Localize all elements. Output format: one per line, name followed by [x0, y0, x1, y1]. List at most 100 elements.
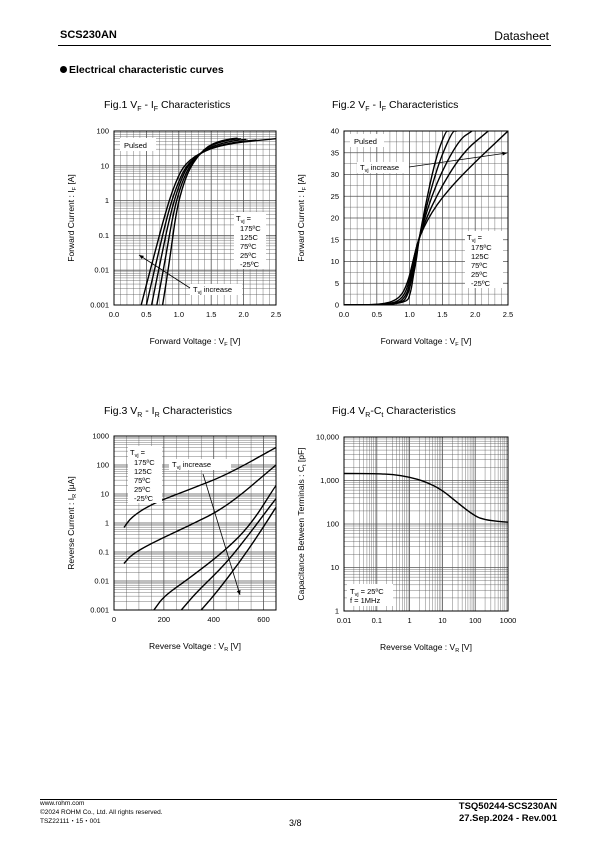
bullet-icon — [60, 66, 67, 73]
grid — [343, 437, 508, 612]
legend-item: -25ºC — [240, 260, 260, 269]
condition-freq: f = 1MHz — [350, 596, 380, 605]
x-tick-label: 0.1 — [372, 616, 382, 625]
legend-item: -25ºC — [471, 279, 491, 288]
y-tick-label: 10 — [331, 257, 339, 266]
arrow-line — [138, 254, 191, 289]
y-tick-label: 10,000 — [316, 433, 339, 442]
y-tick-label: 20 — [331, 214, 339, 223]
plot-frame — [113, 130, 277, 306]
legend-item: 125C — [240, 233, 259, 242]
y-tick-label: 40 — [331, 127, 339, 136]
legend-item: 75ºC — [471, 261, 488, 270]
y-tick-label: 1,000 — [320, 476, 339, 485]
legend-item: 75ºC — [134, 476, 151, 485]
series-line-1 — [344, 472, 508, 523]
y-axis-label: Reverse Current : IR [μA] — [66, 476, 78, 569]
y-axis-label: Forward Current : IF [A] — [66, 174, 78, 261]
product-name: SCS230AN — [60, 29, 117, 41]
y-tick-label: 100 — [326, 520, 339, 529]
page-number: 3/8 — [289, 818, 302, 828]
y-tick-label: 100 — [96, 127, 109, 136]
legend-box — [234, 212, 266, 269]
fig3-title: Fig.3 VR - IR Characteristics — [104, 405, 232, 420]
footer-copyright: ©2024 ROHM Co., Ltd. All rights reserved… — [40, 809, 163, 816]
series-line-4 — [180, 497, 276, 610]
y-tick-label: 5 — [335, 279, 339, 288]
series-line-5 — [161, 137, 238, 305]
footer-code: TSZ22111・15・001 — [40, 818, 101, 825]
footer-date-rev: 27.Sep.2024 - Rev.001 — [458, 813, 557, 824]
footer-rule — [40, 799, 557, 800]
y-tick-label: 1000 — [92, 432, 109, 441]
y-tick-label: 0.001 — [90, 301, 109, 310]
y-tick-label: 25 — [331, 192, 339, 201]
plot-frame — [343, 130, 509, 306]
footer-website[interactable]: www.rohm.com — [40, 800, 85, 807]
condition-temp: Tvj = 25ºC — [350, 587, 384, 598]
x-tick-label: 0.5 — [372, 310, 382, 319]
x-tick-label: 10 — [438, 616, 446, 625]
x-tick-label: 2.5 — [503, 310, 513, 319]
y-axis-label: Forward Current : IF [A] — [296, 174, 308, 261]
y-tick-label: 0.1 — [99, 548, 109, 557]
x-tick-label: 100 — [469, 616, 482, 625]
plot-frame — [113, 435, 277, 611]
tvj-increase-bg — [190, 284, 242, 295]
arrow-head — [502, 151, 507, 156]
section-title: Electrical characteristic curves — [60, 64, 224, 76]
legend-item: 25ºC — [471, 270, 488, 279]
doc-type: Datasheet — [494, 29, 549, 43]
x-tick-label: 2.5 — [271, 310, 281, 319]
chart-3: 0 200 400 600 0.001 0.01 0.1 1 10 100 1000 Tvj =175… — [90, 432, 277, 624]
x-tick-label: 0.0 — [339, 310, 349, 319]
series-line-4 — [156, 137, 242, 305]
y-tick-label: 1 — [335, 607, 339, 616]
y-tick-label: 10 — [101, 161, 109, 170]
x-tick-label: 0.0 — [109, 310, 119, 319]
series-line-2 — [123, 464, 276, 564]
arrow-line — [408, 152, 508, 168]
legend-item: 25ºC — [134, 485, 151, 494]
x-axis-label: Reverse Voltage : VR [V] — [380, 642, 472, 654]
condition-box — [347, 584, 393, 606]
tvj-increase-label: Tvj increase — [360, 163, 399, 174]
x-tick-label: 1000 — [500, 616, 517, 625]
series-line-2 — [145, 139, 258, 305]
y-tick-label: 0.01 — [94, 577, 109, 586]
series-line-3 — [153, 484, 276, 610]
footer-doc-info: TSQ50244-SCS230AN 27.Sep.2024 - Rev.001 — [459, 801, 557, 825]
tvj-increase-label: Tvj increase — [193, 285, 232, 296]
x-tick-label: 1.5 — [437, 310, 447, 319]
legend-item: 175ºC — [471, 243, 492, 252]
legend-item: 175ºC — [134, 458, 155, 467]
x-axis-label: Forward Voltage : VF [V] — [150, 336, 241, 348]
y-tick-label: 100 — [96, 461, 109, 470]
tvj-increase-bg — [169, 459, 231, 470]
legend-box — [128, 446, 162, 503]
pulsed-label: Pulsed — [124, 141, 147, 150]
pulsed-label-bg — [350, 134, 384, 147]
series-line-1 — [140, 138, 276, 305]
x-tick-label: 400 — [207, 615, 220, 624]
grid — [113, 131, 277, 306]
x-tick-label: 1.0 — [174, 310, 184, 319]
x-tick-label: 0.01 — [337, 616, 352, 625]
y-tick-label: 10 — [101, 490, 109, 499]
x-tick-label: 600 — [257, 615, 270, 624]
series-line-1 — [123, 446, 276, 528]
chart-4: 0.01 0.1 1 10 100 1000 1 10 100 1,000 10,000 Tvj = … — [316, 433, 516, 626]
x-axis-label: Forward Voltage : VF [V] — [381, 336, 472, 348]
arrow-head — [139, 255, 144, 260]
series-line-3 — [150, 138, 248, 305]
section-title-text: Electrical characteristic curves — [69, 64, 224, 76]
legend-item: 175ºC — [240, 224, 261, 233]
y-axis-label: Capacitance Between Terminals : Ct [pF] — [296, 447, 308, 600]
pulsed-label-bg — [120, 138, 156, 151]
plot-frame — [343, 436, 509, 612]
x-tick-label: 2.0 — [470, 310, 480, 319]
y-tick-label: 0.1 — [99, 231, 109, 240]
legend-title: Tvj = — [467, 233, 483, 244]
x-tick-label: 200 — [158, 615, 171, 624]
series-line-5 — [200, 506, 276, 610]
